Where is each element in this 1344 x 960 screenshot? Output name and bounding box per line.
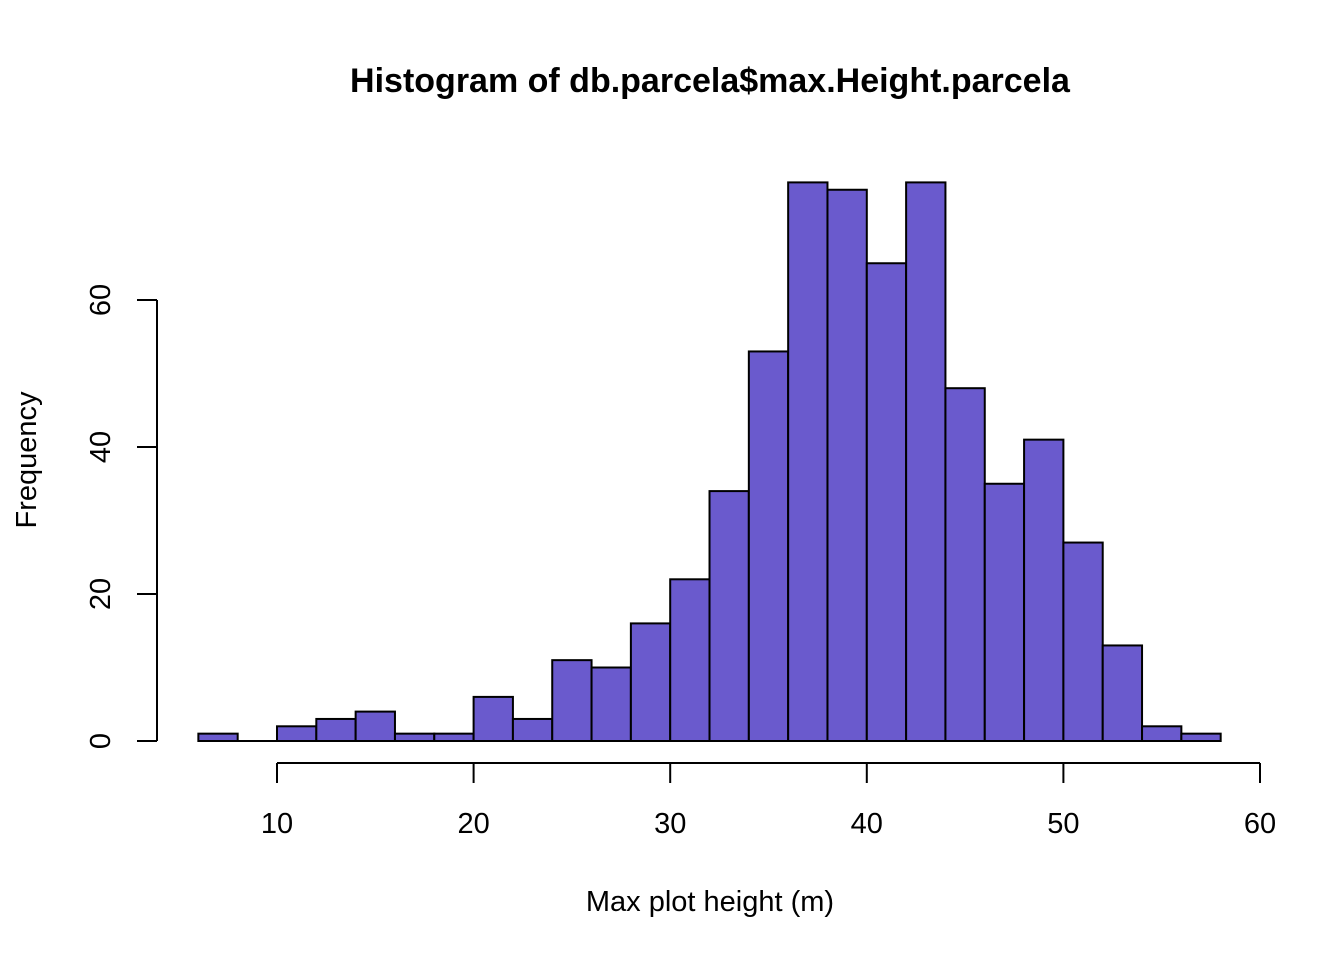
y-tick-label: 60 [85, 284, 117, 316]
y-tick-label: 40 [85, 431, 117, 463]
x-tick-label: 20 [457, 808, 489, 840]
histogram-bar-17 [865, 262, 908, 742]
histogram-bar-21 [1023, 438, 1065, 742]
histogram-bar-13 [708, 490, 750, 742]
chart-title: Histogram of db.parcela$max.Height.parce… [350, 62, 1071, 100]
histogram-bar-3 [315, 717, 357, 743]
histogram-bar-19 [944, 387, 986, 742]
y-axis: 0 20 40 60 [85, 284, 158, 749]
histogram-bar-22 [1062, 541, 1104, 742]
histogram-bar-5 [393, 732, 436, 743]
histogram-bar-18 [905, 181, 947, 742]
histogram-bar-14 [747, 350, 790, 742]
histogram-bar-15 [787, 181, 829, 742]
x-tick-label: 30 [654, 808, 686, 840]
histogram-bar-20 [983, 482, 1026, 742]
x-tick-label: 10 [261, 808, 293, 840]
x-tick-label: 60 [1244, 808, 1276, 840]
x-axis-label: Max plot height (m) [586, 886, 834, 918]
histogram-bar-4 [354, 710, 396, 742]
histogram-bar-23 [1101, 644, 1144, 743]
y-axis-label: Frequency [11, 391, 43, 529]
histogram-bar-25 [1180, 732, 1222, 743]
histogram-bar-10 [590, 666, 632, 742]
histogram-bar-7 [472, 695, 514, 743]
histogram-bar-8 [511, 717, 554, 743]
x-tick-label: 40 [851, 808, 883, 840]
histogram-bar-24 [1141, 725, 1183, 742]
histogram-bar-11 [629, 622, 672, 743]
histogram-bar-2 [276, 725, 318, 742]
bars-group [197, 181, 1222, 743]
x-axis: 10 20 30 40 50 60 [261, 762, 1276, 840]
histogram-bar-6 [433, 732, 475, 743]
histogram-bar-16 [826, 188, 868, 742]
histogram-bar-9 [551, 659, 593, 743]
histogram-bar-12 [669, 578, 711, 742]
y-tick-label: 0 [85, 733, 117, 749]
x-tick-label: 50 [1047, 808, 1079, 840]
histogram-bar-0 [197, 732, 239, 743]
y-tick-label: 20 [85, 578, 117, 610]
